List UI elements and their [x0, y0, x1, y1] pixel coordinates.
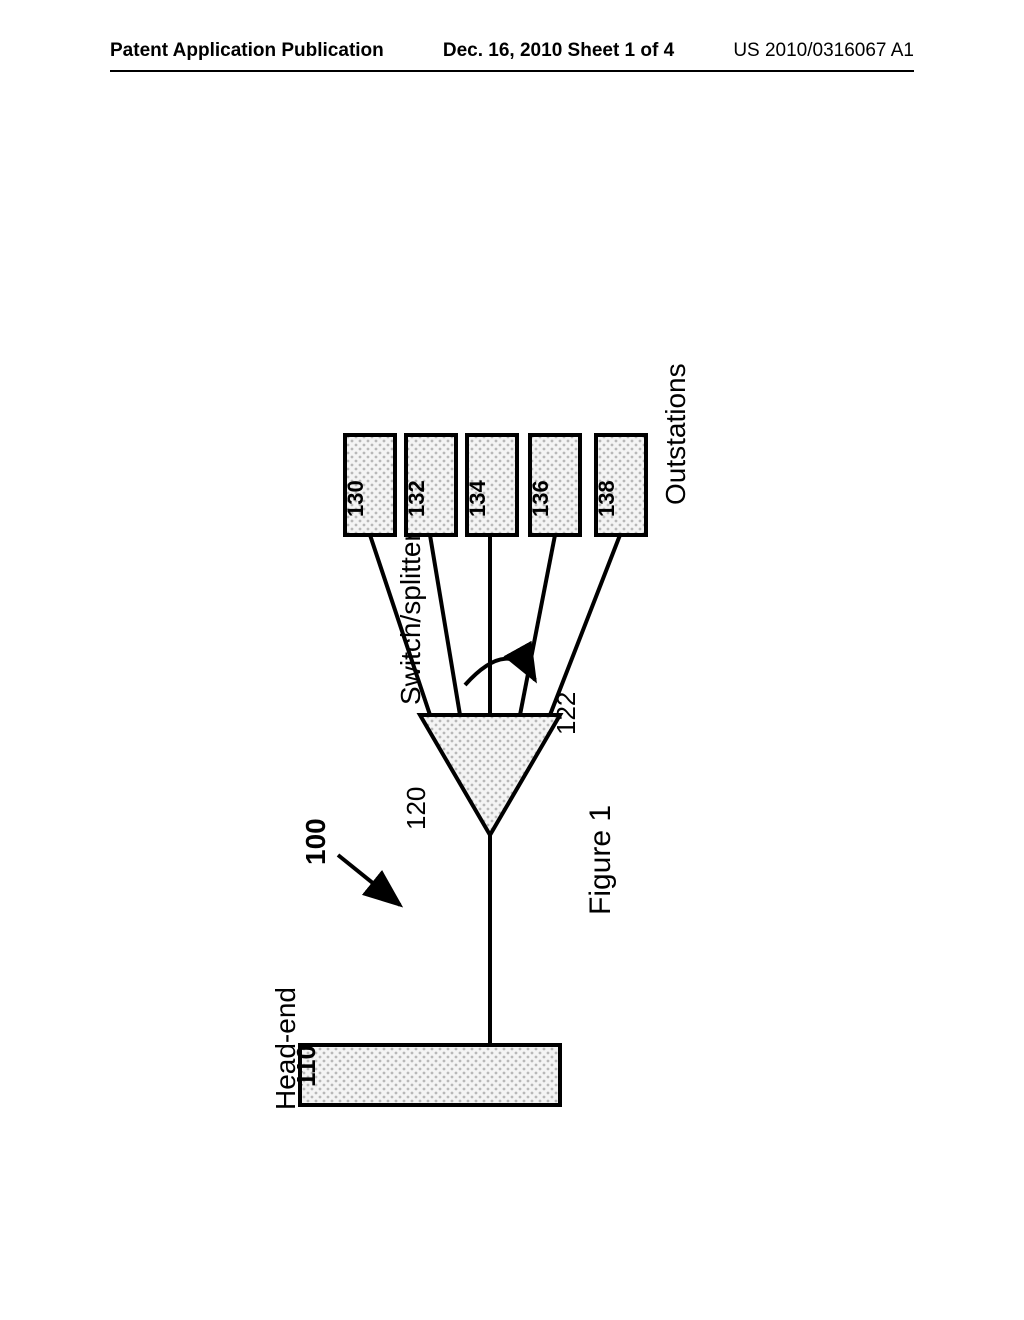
page-header: Patent Application Publication Dec. 16, …: [0, 40, 1024, 62]
outstation-2: 134: [465, 435, 517, 535]
link-122-ref: 122: [551, 692, 581, 735]
pub-type: Patent Application Publication: [110, 40, 384, 62]
headend-label: Head-end: [270, 987, 301, 1110]
outstation-3: 136: [528, 435, 580, 535]
svg-text:130: 130: [343, 480, 368, 517]
splitter-ref: 120: [401, 787, 431, 830]
figure-diagram: 100 110 120 122 130 132 134 136 138 Head…: [110, 135, 910, 1175]
header-rule: [110, 70, 914, 72]
figure-caption: Figure 1: [584, 805, 617, 915]
link-122-arc: [465, 659, 535, 685]
ref-100: 100: [300, 818, 331, 865]
ref-100-arrow: [338, 855, 400, 905]
outstation-4: 138: [594, 435, 646, 535]
headend-box: [300, 1045, 560, 1105]
splitter-triangle: [420, 715, 560, 835]
svg-text:138: 138: [594, 480, 619, 517]
svg-text:136: 136: [528, 480, 553, 517]
fanout-1: [430, 535, 460, 715]
pub-number: US 2010/0316067 A1: [733, 40, 914, 62]
fanout-4: [550, 535, 620, 715]
date-sheet: Dec. 16, 2010 Sheet 1 of 4: [443, 40, 674, 62]
outstations-label: Outstations: [660, 363, 691, 505]
outstation-0: 130: [343, 435, 395, 535]
svg-text:134: 134: [465, 480, 490, 517]
svg-text:132: 132: [404, 480, 429, 517]
outstation-1: 132: [404, 435, 456, 535]
splitter-label: Switch/splitter: [395, 532, 426, 705]
fanout-3: [520, 535, 555, 715]
